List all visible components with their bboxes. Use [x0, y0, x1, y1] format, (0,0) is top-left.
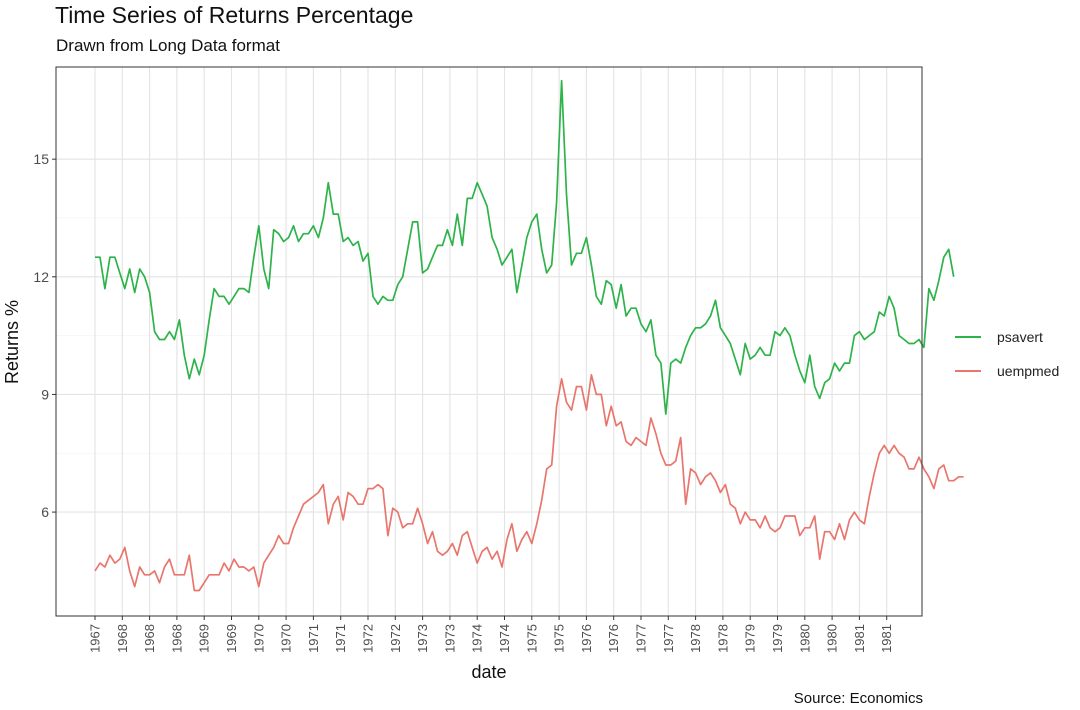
y-tick-label: 9 — [41, 386, 49, 402]
x-tick-label: 1980 — [797, 624, 812, 653]
x-tick-label: 1976 — [606, 624, 621, 653]
x-tick-label: 1975 — [552, 624, 567, 653]
x-tick-label: 1974 — [497, 624, 512, 653]
axes: 6 9 12 15 1967 1968 1968 1968 1969 1969 1970 1970 19… — [33, 151, 894, 653]
panel-border — [55, 66, 923, 617]
legend-label: psavert — [997, 329, 1043, 345]
x-tick-label: 1978 — [715, 624, 730, 653]
y-tick-label: 12 — [33, 269, 49, 285]
x-axis-label: date — [471, 662, 506, 682]
x-tick-label: 1981 — [852, 624, 867, 653]
x-tick-label: 1968 — [142, 624, 157, 653]
x-tick-label: 1973 — [415, 624, 430, 653]
x-tick-label: 1970 — [279, 624, 294, 653]
y-tick-label: 15 — [33, 151, 49, 167]
legend-item-psavert[interactable]: psavert — [955, 320, 1059, 354]
legend-item-uempmed[interactable]: uempmed — [955, 354, 1059, 388]
x-tick-label: 1975 — [524, 624, 539, 653]
x-tick-label: 1969 — [224, 624, 239, 653]
chart-subtitle: Drawn from Long Data format — [56, 36, 280, 55]
x-tick-label: 1979 — [743, 624, 758, 653]
x-tick-label: 1972 — [388, 624, 403, 653]
x-tick-label: 1968 — [169, 624, 184, 653]
x-tick-label: 1976 — [579, 624, 594, 653]
x-tick-label: 1980 — [825, 624, 840, 653]
legend: psavert uempmed — [955, 320, 1059, 388]
x-tick-label: 1979 — [770, 624, 785, 653]
series-line-psavert — [95, 79, 955, 415]
x-tick-label: 1971 — [333, 624, 348, 653]
x-tick-label: 1969 — [197, 624, 212, 653]
x-tick-label: 1970 — [251, 624, 266, 653]
x-tick-label: 1977 — [634, 624, 649, 653]
x-tick-label: 1971 — [306, 624, 321, 653]
legend-label: uempmed — [997, 363, 1060, 379]
x-tick-label: 1967 — [88, 624, 103, 653]
x-tick-label: 1981 — [879, 624, 894, 653]
y-axis-label: Returns % — [2, 300, 22, 384]
x-tick-label: 1968 — [115, 624, 130, 653]
y-tick-label: 6 — [41, 504, 49, 520]
series-line-uempmed — [94, 373, 964, 592]
x-tick-label: 1977 — [661, 624, 676, 653]
legend-key-uempmed — [955, 370, 981, 372]
chart-title: Time Series of Returns Percentage — [55, 2, 414, 28]
x-tick-label: 1974 — [470, 624, 485, 653]
series-layer — [94, 79, 964, 592]
legend-key-psavert — [955, 336, 981, 338]
chart-caption: Source: Economics — [793, 690, 923, 707]
x-tick-label: 1978 — [688, 624, 703, 653]
grid — [56, 67, 922, 616]
x-tick-label: 1972 — [361, 624, 376, 653]
x-tick-label: 1973 — [442, 624, 457, 653]
